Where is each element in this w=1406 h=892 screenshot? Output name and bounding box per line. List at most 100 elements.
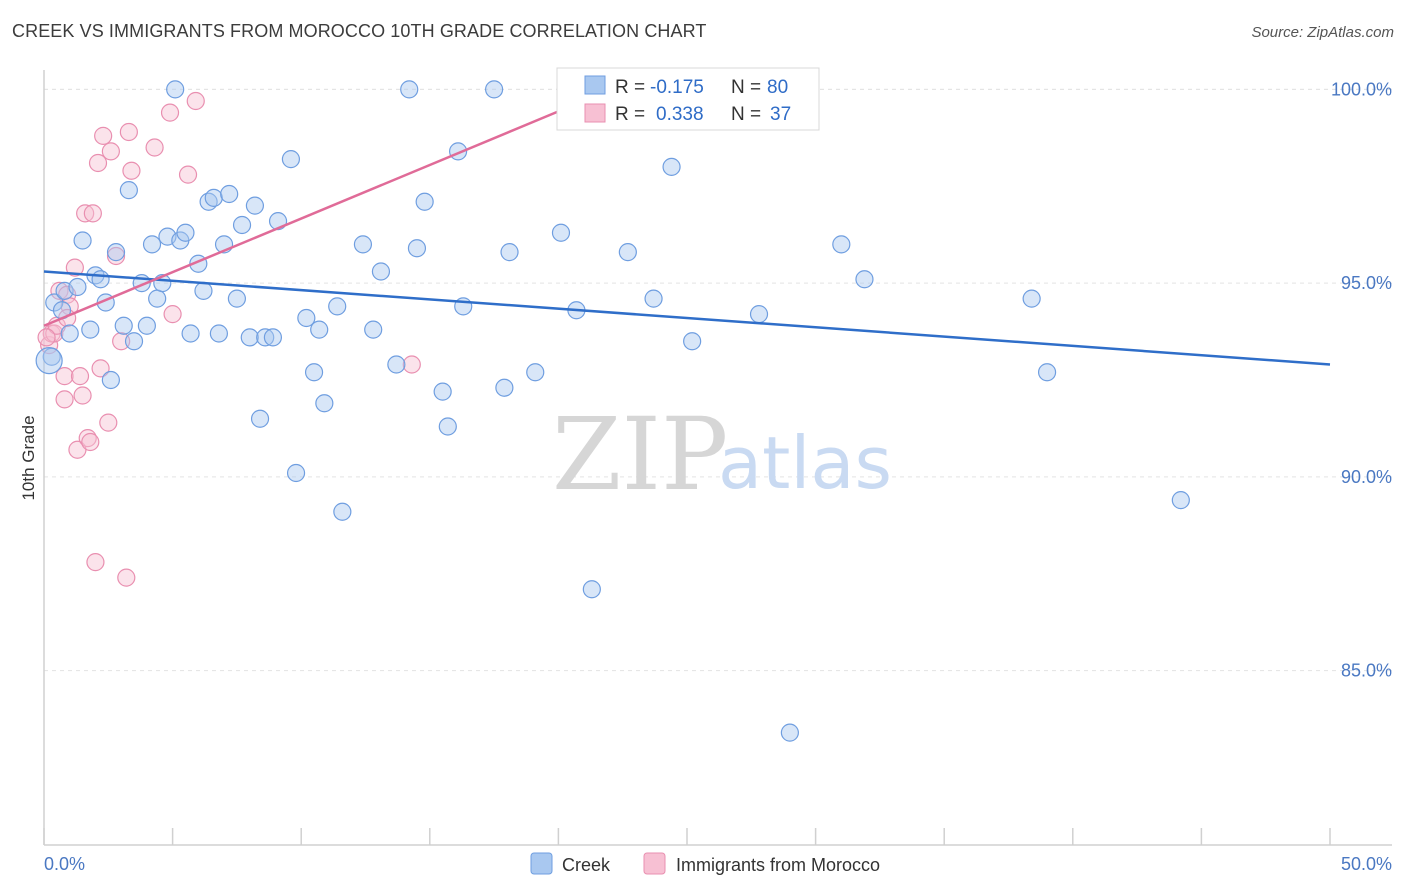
morocco-point [94,126,113,145]
creek-point [227,289,246,308]
morocco-point [81,432,100,452]
chart-title: CREEK VS IMMIGRANTS FROM MOROCCO 10TH GR… [12,21,707,41]
morocco-point [76,204,95,223]
creek-point [832,235,851,254]
creek-point [166,80,185,99]
creek-point [364,320,383,339]
creek-point [263,328,283,347]
creek-point [438,417,457,436]
creek-point [526,363,545,382]
creek-point [106,243,126,262]
morocco-point [160,103,180,122]
creek-point [855,270,874,289]
creek-swatch [584,75,606,95]
creek-point [304,363,324,382]
morocco-point [163,305,182,324]
creek-point [387,355,406,374]
morocco-point [186,91,205,111]
creek-point [371,262,391,281]
creek-r-label: R = [615,77,645,98]
series-creek-points [35,80,1190,742]
y-tick-labels: 85.0% 90.0% 95.0% 100.0% [1331,79,1392,680]
creek-point [1171,491,1190,510]
creek-point [91,270,110,289]
creek-point [582,580,601,599]
morocco-swatch [584,103,606,123]
morocco-point [178,165,198,184]
creek-point [400,80,419,99]
creek-point [433,382,452,401]
creek-point [749,305,769,324]
creek-point [35,347,63,375]
morocco-trend-line [43,72,649,327]
creek-point [495,378,514,397]
creek-point [60,324,79,343]
morocco-point [70,367,90,386]
creek-point [328,297,347,316]
morocco-point [402,355,421,374]
creek-point [315,394,334,413]
creek-point [1037,363,1057,382]
creek-point [204,188,223,207]
creek-point [1022,289,1041,308]
creek-point [73,231,92,250]
creek-point [209,324,228,343]
y-tick-label: 90.0% [1341,467,1392,487]
x-ticks [43,828,1331,845]
stats-legend: R = -0.175 N = 80 R = 0.338 N = 37 [556,67,820,131]
creek-point [662,157,681,176]
creek-point [286,463,306,483]
creek-point [194,281,213,300]
morocco-point [86,553,105,572]
morocco-point [88,153,108,173]
creek-point [124,332,144,351]
creek-point [81,320,100,339]
y-tick-label: 85.0% [1341,661,1392,681]
creek-point [114,316,133,335]
legend-creek-swatch [530,852,553,875]
creek-point [353,235,373,254]
morocco-point [145,138,164,157]
morocco-point [99,413,118,432]
source-label: Source: ZipAtlas.com [1251,24,1394,41]
morocco-r-label: R = [615,104,645,125]
morocco-point [37,328,56,347]
legend-morocco-label: Immigrants from Morocco [676,855,880,875]
creek-point [683,332,702,351]
morocco-point [55,367,74,386]
y-tick-label: 95.0% [1341,273,1392,293]
creek-point [176,223,195,242]
creek-point [245,196,265,215]
creek-point [618,243,637,262]
creek-point [250,409,270,428]
creek-trend-line [43,270,1331,366]
creek-point [333,502,352,521]
watermark-zip: ZIP [552,396,728,513]
creek-point [45,293,64,312]
creek-point [415,192,434,211]
morocco-n-value: 37 [770,104,791,125]
creek-point [551,223,571,242]
watermark-atlas: atlas [718,421,892,505]
watermark: ZIP atlas [552,396,892,513]
morocco-point [91,359,110,378]
creek-point [780,723,799,742]
morocco-n-label: N = [731,104,761,125]
creek-n-value: 80 [767,77,788,98]
creek-point [256,328,275,347]
morocco-point [122,161,141,180]
morocco-point [55,390,74,409]
morocco-r-value: 0.338 [656,104,704,125]
creek-point [281,150,301,169]
axes [43,70,1392,846]
creek-point [485,80,504,99]
creek-point [310,320,329,339]
creek-point [644,289,663,308]
morocco-point [106,246,126,266]
creek-point [407,239,427,258]
creek-point [500,243,519,262]
morocco-point [101,142,120,161]
morocco-point [112,332,131,351]
creek-point [148,289,167,308]
creek-r-value: -0.175 [650,77,704,98]
